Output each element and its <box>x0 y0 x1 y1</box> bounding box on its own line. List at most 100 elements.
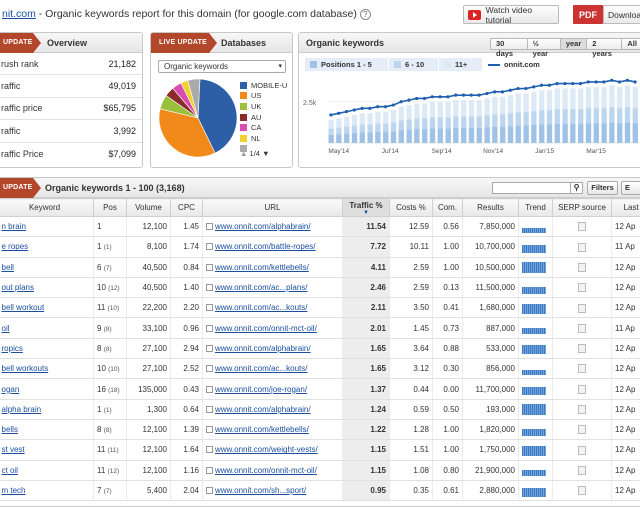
line-point[interactable] <box>579 82 582 85</box>
pager-prev-icon[interactable]: ▲ <box>240 149 247 158</box>
external-link-icon[interactable] <box>206 264 213 271</box>
line-point[interactable] <box>493 90 496 93</box>
line-point[interactable] <box>540 84 543 87</box>
bar-1-5[interactable] <box>578 124 583 143</box>
line-point[interactable] <box>556 82 559 85</box>
keyword-link[interactable]: ogan <box>0 379 94 399</box>
line-point[interactable] <box>368 107 371 110</box>
column-header[interactable]: Trend <box>519 199 553 217</box>
url-link[interactable]: www.onnit.com/onnit-mct-oil/ <box>215 324 317 333</box>
keyword-link[interactable]: m tech <box>0 480 94 500</box>
range-button[interactable]: 2 years <box>586 38 622 50</box>
series-tab[interactable]: onnit.com <box>483 58 635 71</box>
bar-1-5[interactable] <box>352 133 357 143</box>
keyword-link[interactable]: bells <box>0 419 94 439</box>
bar-1-5[interactable] <box>633 123 638 143</box>
serp-source-icon[interactable] <box>578 486 586 495</box>
column-header[interactable]: SERP source <box>553 199 612 217</box>
keyword-link[interactable]: ropics <box>0 338 94 358</box>
serp-source-icon[interactable] <box>578 385 586 394</box>
bar-1-5[interactable] <box>625 123 630 143</box>
keyword-link[interactable]: ct oil <box>0 460 94 480</box>
serp-source-icon[interactable] <box>578 222 586 231</box>
line-point[interactable] <box>563 82 566 85</box>
bar-1-5[interactable] <box>594 123 599 143</box>
external-link-icon[interactable] <box>206 487 213 494</box>
line-point[interactable] <box>485 92 488 95</box>
keyword-link[interactable]: bell workouts <box>0 359 94 379</box>
line-point[interactable] <box>423 97 426 100</box>
url-link[interactable]: www.onnit.com/ac...kouts/ <box>215 364 307 373</box>
external-link-icon[interactable] <box>206 365 213 372</box>
search-icon[interactable]: ⚲ <box>570 183 582 193</box>
keyword-link[interactable]: oil <box>0 318 94 338</box>
url-link[interactable]: www.onnit.com/kettlebells/ <box>215 263 309 272</box>
url-link[interactable]: www.onnit.com/ac...plans/ <box>215 283 307 292</box>
column-header[interactable]: Traffic %▼ <box>343 199 390 217</box>
line-point[interactable] <box>462 94 465 97</box>
trend-sparkline[interactable] <box>522 403 546 415</box>
trend-sparkline[interactable] <box>522 485 546 497</box>
external-link-icon[interactable] <box>206 304 213 311</box>
bar-1-5[interactable] <box>391 131 396 143</box>
line-point[interactable] <box>532 85 535 88</box>
bar-1-5[interactable] <box>422 129 427 143</box>
url-link[interactable]: www.onnit.com/onnit-mct-oil/ <box>215 466 317 475</box>
keyword-link[interactable]: n brain <box>0 217 94 237</box>
column-header[interactable]: CPC <box>171 199 203 217</box>
bar-1-5[interactable] <box>602 123 607 143</box>
url-link[interactable]: www.onnit.com/sh...sport/ <box>215 486 306 495</box>
trend-sparkline[interactable] <box>522 464 546 476</box>
bar-1-5[interactable] <box>446 129 451 143</box>
bar-1-5[interactable] <box>492 127 497 143</box>
pager-next-icon[interactable]: ▼ <box>262 149 269 158</box>
external-link-icon[interactable] <box>206 325 213 332</box>
trend-sparkline[interactable] <box>522 342 546 354</box>
url-link[interactable]: www.onnit.com/ac...kouts/ <box>215 303 307 312</box>
line-point[interactable] <box>431 95 434 98</box>
line-point[interactable] <box>470 94 473 97</box>
bar-1-5[interactable] <box>461 128 466 143</box>
line-point[interactable] <box>501 90 504 93</box>
line-point[interactable] <box>595 80 598 83</box>
line-point[interactable] <box>634 80 637 83</box>
external-link-icon[interactable] <box>206 243 213 250</box>
serp-source-icon[interactable] <box>578 364 586 373</box>
url-link[interactable]: www.onnit.com/kettlebells/ <box>215 425 309 434</box>
column-header[interactable]: Last u <box>612 199 640 217</box>
line-point[interactable] <box>361 107 364 110</box>
range-button[interactable]: 30 days <box>490 38 528 50</box>
bar-1-5[interactable] <box>336 134 341 143</box>
line-point[interactable] <box>415 97 418 100</box>
bar-1-5[interactable] <box>563 124 568 143</box>
help-icon[interactable]: ? <box>360 9 371 20</box>
line-point[interactable] <box>509 89 512 92</box>
serp-source-icon[interactable] <box>578 425 586 434</box>
bar-1-5[interactable] <box>609 123 614 143</box>
trend-sparkline[interactable] <box>522 261 546 273</box>
url-link[interactable]: www.onnit.com/battle-ropes/ <box>215 242 316 251</box>
trend-sparkline[interactable] <box>522 383 546 395</box>
bar-1-5[interactable] <box>368 133 373 143</box>
serp-source-icon[interactable] <box>578 405 586 414</box>
keyword-link[interactable]: alpha brain <box>0 399 94 419</box>
bar-1-5[interactable] <box>477 128 482 143</box>
trend-sparkline[interactable] <box>522 282 546 294</box>
external-link-icon[interactable] <box>206 446 213 453</box>
bar-1-5[interactable] <box>469 128 474 143</box>
download-button[interactable]: Download <box>603 5 640 24</box>
serp-source-icon[interactable] <box>578 344 586 353</box>
serp-source-icon[interactable] <box>578 243 586 252</box>
bar-1-5[interactable] <box>524 126 529 143</box>
trend-sparkline[interactable] <box>522 322 546 334</box>
external-link-icon[interactable] <box>206 284 213 291</box>
